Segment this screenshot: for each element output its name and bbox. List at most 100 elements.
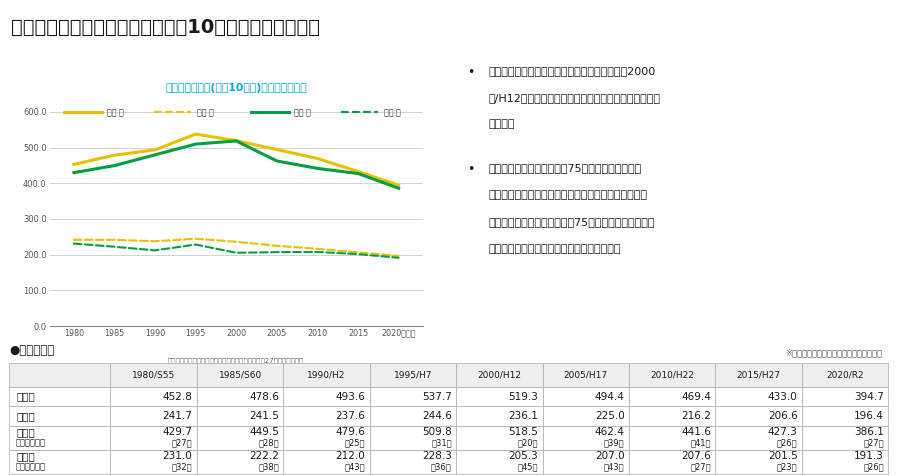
Text: 244.6: 244.6 [422, 411, 452, 421]
Bar [543, 450, 629, 474]
Bar [9, 450, 111, 474]
Text: 主要死因別年齢調整死亡率（人口10万対）：悪性新生物: 主要死因別年齢調整死亡率（人口10万対）：悪性新生物 [11, 18, 320, 37]
Text: 206.6: 206.6 [768, 411, 797, 421]
Text: 全国男: 全国男 [16, 392, 35, 402]
Bar [629, 407, 716, 426]
Bar [543, 407, 629, 426]
Text: 237.6: 237.6 [336, 411, 365, 421]
Text: 宮崎 男: 宮崎 男 [294, 108, 310, 117]
Bar [802, 450, 888, 474]
Text: 394.7: 394.7 [854, 392, 884, 402]
Text: （27）: （27） [863, 439, 884, 448]
Text: 222.2: 222.2 [249, 451, 279, 461]
Bar [197, 426, 284, 450]
Text: 年/H12以降減少傾向にある。女性は、緩やかに減少し: 年/H12以降減少傾向にある。女性は、緩やかに減少し [489, 92, 661, 102]
Text: がんの死亡率の指標には「75歳未満年齢調整死亡: がんの死亡率の指標には「75歳未満年齢調整死亡 [489, 163, 643, 173]
Text: （27）: （27） [690, 463, 711, 472]
Bar [284, 387, 370, 407]
Text: 427.3: 427.3 [768, 427, 797, 437]
Bar [284, 450, 370, 474]
Bar [370, 387, 456, 407]
Text: 241.5: 241.5 [249, 411, 279, 421]
Text: 宮崎女: 宮崎女 [16, 451, 35, 461]
Text: 宮崎男: 宮崎男 [16, 427, 35, 437]
Text: 469.4: 469.4 [681, 392, 711, 402]
Text: （全国順位）: （全国順位） [16, 439, 46, 448]
Bar [456, 426, 543, 450]
Text: （45）: （45） [518, 463, 538, 472]
Bar [370, 450, 456, 474]
Bar [629, 426, 716, 450]
Text: 2010/H22: 2010/H22 [651, 370, 694, 379]
Text: 429.7: 429.7 [163, 427, 193, 437]
Title: 年齢調整死亡率(人口10万対)【悪性新生物】: 年齢調整死亡率(人口10万対)【悪性新生物】 [166, 83, 307, 93]
Bar [716, 387, 802, 407]
Text: •: • [468, 66, 475, 79]
Text: 2020/R2: 2020/R2 [826, 370, 864, 379]
Text: （26）: （26） [863, 463, 884, 472]
Text: 494.4: 494.4 [595, 392, 625, 402]
Text: 1995/H7: 1995/H7 [393, 370, 432, 379]
Text: （23）: （23） [777, 463, 797, 472]
Bar [543, 426, 629, 450]
Text: 1980/S55: 1980/S55 [132, 370, 176, 379]
Bar [9, 407, 111, 426]
Bar [284, 426, 370, 450]
Text: 2005/H17: 2005/H17 [563, 370, 608, 379]
Text: （26）: （26） [777, 439, 797, 448]
Bar [111, 387, 197, 407]
Bar [802, 363, 888, 387]
Text: 452.8: 452.8 [163, 392, 193, 402]
Text: 207.6: 207.6 [681, 451, 711, 461]
Bar [197, 450, 284, 474]
Bar [111, 363, 197, 387]
Text: 本県の悪性新生物の年齢調整死亡率は、男性は2000: 本県の悪性新生物の年齢調整死亡率は、男性は2000 [489, 66, 656, 76]
Bar [370, 426, 456, 450]
Text: 519.3: 519.3 [508, 392, 538, 402]
Text: ●悪性新生物: ●悪性新生物 [9, 344, 54, 357]
Text: 228.3: 228.3 [422, 451, 452, 461]
Text: 225.0: 225.0 [595, 411, 625, 421]
Text: 212.0: 212.0 [336, 451, 365, 461]
Text: 518.5: 518.5 [508, 427, 538, 437]
Bar [9, 387, 111, 407]
Bar [197, 363, 284, 387]
Text: 1985/S60: 1985/S60 [219, 370, 262, 379]
Text: 201.5: 201.5 [768, 451, 797, 461]
Text: （43）: （43） [345, 463, 365, 472]
Bar [802, 407, 888, 426]
Text: （41）: （41） [690, 439, 711, 448]
Text: ※順位は、値の高い順で掲載しています。: ※順位は、値の高い順で掲載しています。 [785, 348, 882, 357]
Bar [9, 363, 111, 387]
Text: （36）: （36） [431, 463, 452, 472]
Text: 宮崎 女: 宮崎 女 [383, 108, 400, 117]
Text: 462.4: 462.4 [595, 427, 625, 437]
Text: （28）: （28） [258, 439, 279, 448]
Bar [629, 363, 716, 387]
Text: （43）: （43） [604, 463, 625, 472]
Bar [111, 407, 197, 426]
Text: 出典：厚生労働省「人口動態統計特殊報告」（平成27年モデル人口）: 出典：厚生労働省「人口動態統計特殊報告」（平成27年モデル人口） [168, 357, 304, 364]
Bar [9, 426, 111, 450]
Text: 509.8: 509.8 [422, 427, 452, 437]
Text: 全国 男: 全国 男 [107, 108, 124, 117]
Text: （39）: （39） [604, 439, 625, 448]
Text: 236.1: 236.1 [508, 411, 538, 421]
Bar [456, 363, 543, 387]
Bar [370, 407, 456, 426]
Bar [370, 363, 456, 387]
Bar [197, 387, 284, 407]
Bar [802, 426, 888, 450]
Text: ている。: ている。 [489, 119, 516, 129]
Text: 全国 女: 全国 女 [197, 108, 214, 117]
Bar [284, 363, 370, 387]
Text: 231.0: 231.0 [163, 451, 193, 461]
Text: （25）: （25） [345, 439, 365, 448]
Text: 191.3: 191.3 [854, 451, 884, 461]
Bar [111, 450, 197, 474]
Text: （全国順位）: （全国順位） [16, 463, 46, 472]
Text: 205.3: 205.3 [508, 451, 538, 461]
Bar [284, 407, 370, 426]
Text: 493.6: 493.6 [336, 392, 365, 402]
Text: 全国女: 全国女 [16, 411, 35, 421]
